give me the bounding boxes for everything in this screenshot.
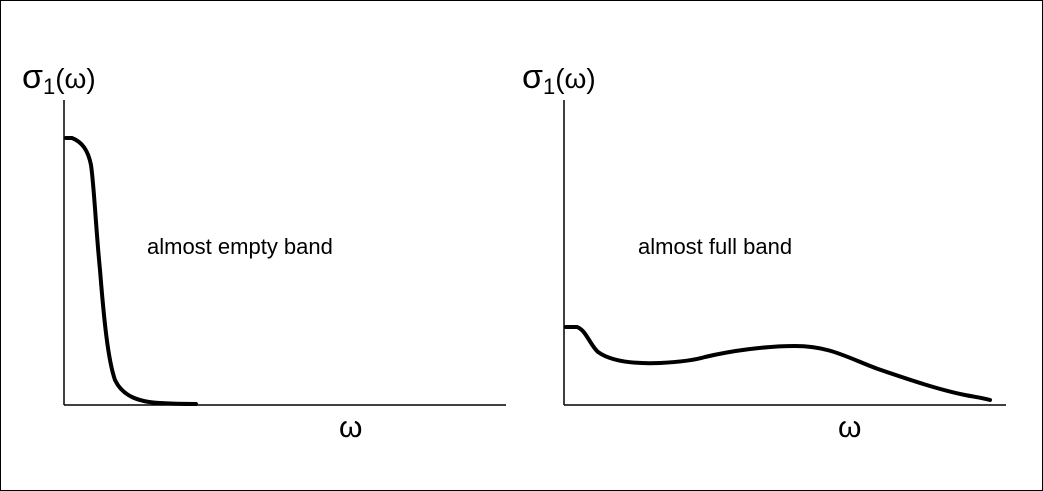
left-y-arg: (ω) bbox=[55, 63, 96, 94]
right-curve bbox=[564, 325, 992, 402]
left-sigma-symbol: σ bbox=[22, 58, 43, 96]
left-sigma-subscript: 1 bbox=[42, 74, 56, 99]
right-y-axis-label: σ1(ω) bbox=[522, 58, 596, 98]
left-y-axis-label: σ1(ω) bbox=[22, 58, 96, 98]
left-curve bbox=[64, 136, 198, 406]
right-y-arg: (ω) bbox=[555, 63, 596, 94]
right-sigma-symbol: σ bbox=[522, 58, 543, 96]
right-sigma-subscript: 1 bbox=[542, 74, 556, 99]
right-annotation: almost full band bbox=[638, 234, 793, 259]
left-annotation: almost empty band bbox=[147, 234, 333, 259]
right-x-axis-label: ω bbox=[838, 411, 862, 444]
left-x-axis-label: ω bbox=[339, 411, 363, 444]
